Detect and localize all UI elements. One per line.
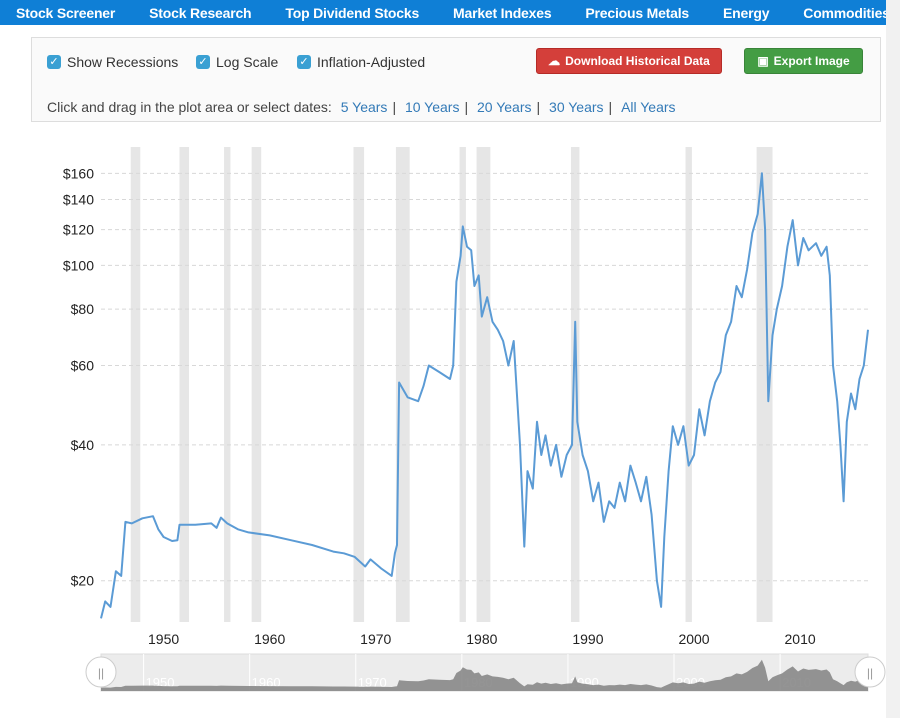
checkbox-label: Log Scale (216, 54, 279, 70)
check-icon: ✓ (47, 55, 61, 69)
checkbox-label: Show Recessions (67, 54, 179, 70)
recession-band (130, 147, 141, 622)
download-historical-data-button[interactable]: ☁ Download Historical Data (536, 48, 722, 74)
navigator-left-handle[interactable] (85, 656, 117, 688)
recession-band (459, 147, 466, 622)
recession-band (179, 147, 190, 622)
separator: | (464, 99, 469, 115)
export-image-button[interactable]: ▣ Export Image (744, 48, 863, 74)
log-scale-checkbox[interactable]: ✓ Log Scale (196, 54, 278, 70)
cloud-download-icon: ☁ (548, 54, 561, 68)
y-tick-label: $60 (71, 357, 95, 373)
nav-commodities[interactable]: Commodities (803, 4, 890, 21)
recession-band (395, 147, 410, 622)
range-5-years[interactable]: 5 Years (340, 99, 388, 115)
x-tick-label: 1960 (254, 631, 285, 647)
navigator-right-handle[interactable] (854, 656, 886, 688)
grip-icon: || (98, 666, 104, 680)
checkbox-label: Inflation-Adjusted (317, 54, 426, 70)
y-tick-label: $100 (63, 257, 94, 273)
inflation-adjusted-checkbox[interactable]: ✓ Inflation-Adjusted (297, 54, 425, 70)
x-tick-label: 1990 (572, 631, 603, 647)
x-tick-label: 2010 (785, 631, 816, 647)
separator: | (392, 99, 397, 115)
nav-top-dividend-stocks[interactable]: Top Dividend Stocks (285, 4, 420, 21)
range-10-years[interactable]: 10 Years (404, 99, 460, 115)
recession-band (570, 147, 580, 622)
x-tick-label: 1950 (148, 631, 179, 647)
button-label: Export Image (773, 54, 850, 68)
image-icon: ▣ (757, 54, 769, 68)
navigator-area (101, 659, 868, 691)
y-tick-label: $160 (63, 165, 94, 181)
separator: | (536, 99, 541, 115)
separator: | (608, 99, 613, 115)
range-30-years[interactable]: 30 Years (549, 99, 604, 115)
nav-stock-research[interactable]: Stock Research (149, 4, 252, 21)
navigator-label: 1970 (358, 675, 387, 690)
x-tick-label: 2000 (678, 631, 709, 647)
nav-precious-metals[interactable]: Precious Metals (585, 4, 690, 21)
check-icon: ✓ (297, 55, 311, 69)
y-tick-label: $120 (63, 222, 94, 238)
recession-band (224, 147, 231, 622)
x-tick-label: 1970 (360, 631, 391, 647)
recession-band (476, 147, 491, 622)
grip-icon: || (867, 666, 873, 680)
chart-controls: ✓ Show Recessions ✓ Log Scale ✓ Inflation-A… (31, 37, 881, 122)
nav-stock-screener[interactable]: Stock Screener (16, 4, 116, 21)
y-tick-label: $40 (71, 437, 95, 453)
price-line (100, 172, 869, 619)
button-label: Download Historical Data (565, 54, 710, 68)
top-nav: Stock Screener Stock Research Top Divide… (0, 0, 890, 25)
page-scrollbar[interactable] (886, 0, 900, 718)
range-all-years[interactable]: All Years (621, 99, 676, 115)
y-tick-label: $20 (71, 573, 95, 589)
date-range-selector: Click and drag in the plot area or selec… (47, 99, 681, 115)
recession-band (685, 147, 692, 622)
nav-market-indexes[interactable]: Market Indexes (453, 4, 552, 21)
y-tick-label: $80 (71, 301, 95, 317)
recession-band (353, 147, 365, 622)
x-tick-label: 1980 (466, 631, 497, 647)
check-icon: ✓ (196, 55, 210, 69)
nav-energy[interactable]: Energy (723, 4, 770, 21)
date-range-label: Click and drag in the plot area or selec… (47, 99, 332, 115)
y-tick-label: $140 (63, 191, 94, 207)
show-recessions-checkbox[interactable]: ✓ Show Recessions (47, 54, 178, 70)
recession-band (251, 147, 262, 622)
range-20-years[interactable]: 20 Years (477, 99, 532, 115)
